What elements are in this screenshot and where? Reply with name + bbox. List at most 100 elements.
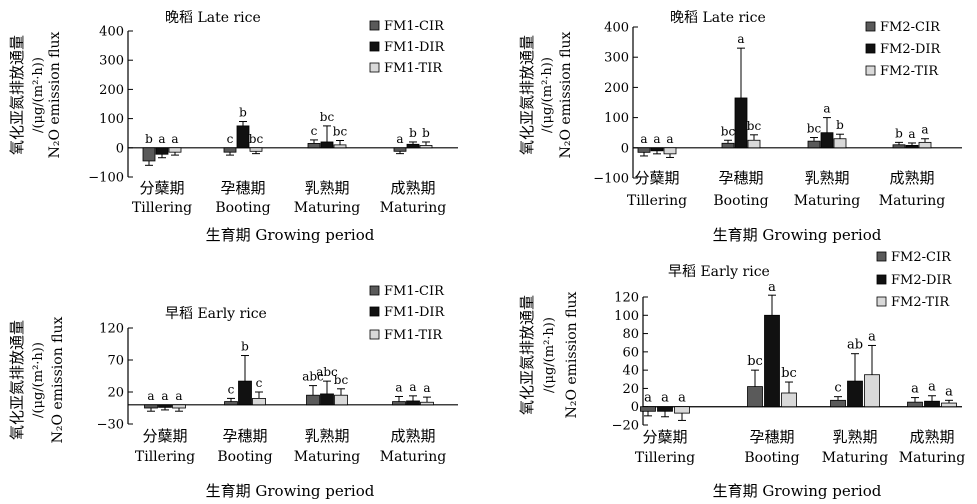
category-label-en: Maturing bbox=[294, 449, 361, 465]
significance-letter: c bbox=[834, 381, 841, 396]
significance-letter: b bbox=[409, 126, 417, 140]
y-axis-label-cn: 氧化亚氮排放通量 bbox=[518, 295, 536, 415]
bar bbox=[144, 404, 158, 409]
significance-letter: bc bbox=[334, 373, 349, 387]
y-tick-label: 20 bbox=[107, 386, 124, 401]
significance-letter: a bbox=[644, 391, 652, 406]
legend-swatch bbox=[369, 62, 380, 73]
bar bbox=[393, 147, 407, 152]
y-axis-label-unit: /(μg/(m²·h)) bbox=[31, 57, 46, 133]
legend-label: FM1-DIR bbox=[384, 305, 446, 320]
significance-letter: a bbox=[396, 132, 403, 146]
y-tick-label: 100 bbox=[614, 309, 639, 324]
y-tick-label: 300 bbox=[604, 51, 629, 66]
legend-label: FM2-DIR bbox=[880, 42, 942, 57]
bar bbox=[420, 401, 434, 406]
y-tick-label: 200 bbox=[99, 83, 124, 98]
x-axis-label: 生育期 Growing period bbox=[713, 482, 882, 500]
y-axis-label-en: N₂O emission flux bbox=[47, 31, 63, 158]
legend-swatch bbox=[369, 329, 380, 340]
bar bbox=[907, 401, 923, 408]
significance-letter: a bbox=[868, 329, 876, 344]
bar bbox=[747, 139, 761, 149]
category-label-en: Maturing bbox=[380, 200, 447, 216]
significance-letter: a bbox=[823, 102, 830, 116]
bar bbox=[941, 402, 957, 408]
significance-letter: ab bbox=[847, 338, 863, 353]
significance-letter: c bbox=[256, 376, 263, 390]
bar bbox=[734, 97, 748, 149]
significance-letter: b bbox=[239, 106, 247, 120]
significance-letter: c bbox=[228, 382, 235, 396]
significance-letter: a bbox=[395, 380, 402, 394]
significance-letter: a bbox=[908, 127, 915, 141]
significance-letter: b bbox=[241, 340, 249, 354]
bar bbox=[223, 147, 237, 153]
bar bbox=[406, 400, 420, 406]
significance-letter: bc bbox=[320, 110, 335, 124]
y-tick-label: 400 bbox=[604, 21, 629, 36]
y-tick-label: 80 bbox=[622, 327, 639, 342]
legend-swatch bbox=[876, 251, 887, 262]
significance-letter: b bbox=[422, 126, 430, 140]
bar bbox=[918, 141, 932, 149]
category-label-en: Tillering bbox=[635, 450, 695, 466]
bar bbox=[721, 142, 735, 149]
category-label-cn: 成熟期 bbox=[390, 427, 435, 445]
chart-title: 晚稻 Late rice bbox=[670, 10, 766, 26]
category-label-cn: 乳熟期 bbox=[832, 428, 877, 446]
category-label-cn: 分蘖期 bbox=[142, 427, 187, 445]
legend-label: FM1-CIR bbox=[384, 19, 445, 34]
y-axis-label-cn: 氧化亚氮排放通量 bbox=[518, 35, 536, 155]
y-tick-label: 20 bbox=[622, 382, 639, 397]
bar bbox=[637, 147, 651, 153]
bar bbox=[320, 393, 334, 406]
significance-letter: a bbox=[653, 132, 660, 146]
chart-title: 早稻 Early rice bbox=[165, 306, 267, 322]
y-tick-label: 0 bbox=[116, 141, 124, 156]
x-axis-label: 生育期 Growing period bbox=[206, 482, 375, 500]
x-axis-label: 生育期 Growing period bbox=[206, 226, 375, 244]
significance-letter: abc bbox=[316, 365, 338, 379]
legend-label: FM2-CIR bbox=[880, 20, 941, 35]
legend-swatch bbox=[369, 41, 380, 52]
bar bbox=[142, 147, 156, 162]
category-label-en: Tillering bbox=[627, 193, 687, 209]
significance-letter: a bbox=[423, 381, 430, 395]
legend-swatch bbox=[865, 65, 876, 76]
bar bbox=[650, 147, 664, 152]
significance-letter: abc bbox=[302, 370, 324, 384]
significance-letter: a bbox=[666, 132, 673, 146]
bar bbox=[320, 141, 334, 149]
bar bbox=[172, 404, 186, 409]
significance-letter: a bbox=[768, 280, 776, 295]
bar bbox=[830, 399, 846, 408]
legend-swatch bbox=[865, 43, 876, 54]
bar bbox=[781, 392, 797, 408]
bar bbox=[406, 143, 420, 149]
bar bbox=[807, 140, 821, 149]
bar bbox=[640, 406, 656, 412]
y-tick-label: −30 bbox=[97, 418, 124, 433]
x-axis-label: 生育期 Growing period bbox=[713, 226, 882, 244]
bar bbox=[306, 394, 320, 406]
bar bbox=[158, 404, 172, 408]
chart-title: 早稻 Early rice bbox=[668, 264, 770, 280]
significance-letter: a bbox=[171, 132, 178, 146]
category-label-cn: 分蘖期 bbox=[642, 428, 687, 446]
significance-letter: b bbox=[145, 132, 153, 146]
y-axis-label-unit: /(μg/(m²·h)) bbox=[31, 342, 46, 418]
bar bbox=[333, 144, 347, 149]
significance-letter: b bbox=[836, 118, 844, 132]
category-label-en: Maturing bbox=[294, 200, 361, 216]
bar bbox=[307, 143, 321, 149]
bar bbox=[392, 401, 406, 406]
y-tick-label: 60 bbox=[622, 345, 639, 360]
significance-letter: a bbox=[147, 389, 154, 403]
significance-letter: bc bbox=[781, 366, 797, 381]
legend-label: FM2-CIR bbox=[891, 250, 952, 265]
significance-letter: b bbox=[895, 126, 903, 140]
category-label-cn: 分蘖期 bbox=[634, 169, 679, 187]
category-label-cn: 孕穗期 bbox=[222, 427, 267, 445]
